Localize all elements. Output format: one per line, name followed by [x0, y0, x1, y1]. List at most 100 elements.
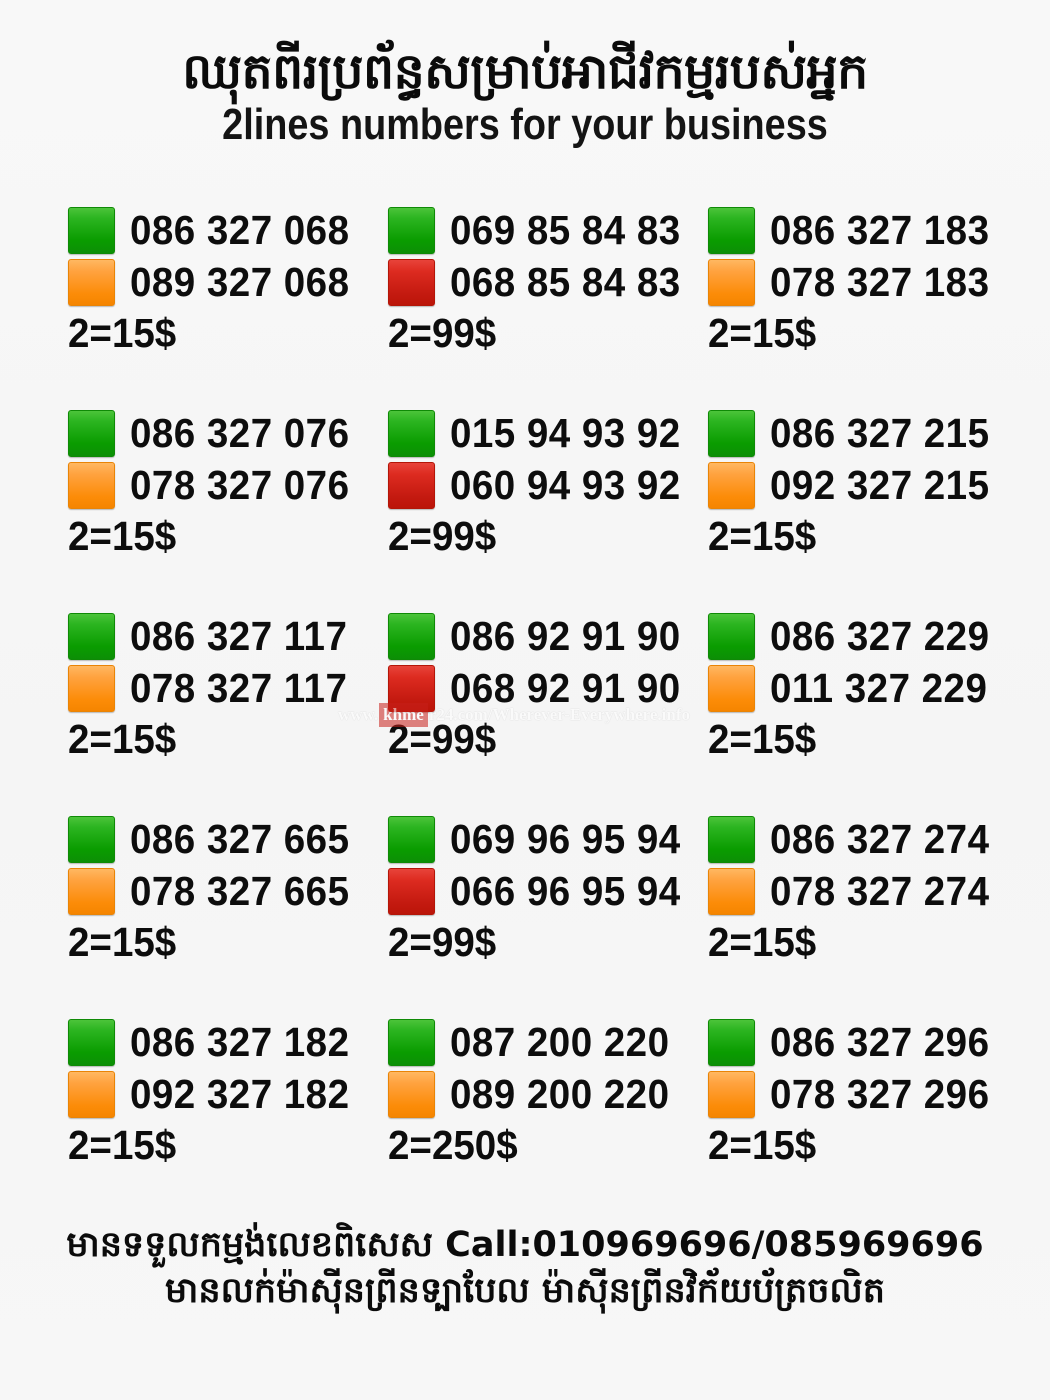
number-line: 060 94 93 92: [388, 460, 708, 510]
number-line: 011 327 229: [708, 663, 1028, 713]
number-package-cell: 086 327 068 089 327 068 2=15$: [68, 205, 388, 408]
phone-number: 086 327 215: [770, 409, 990, 456]
number-package-cell: 086 327 665 078 327 665 2=15$: [68, 814, 388, 1017]
phone-number: 078 327 274: [770, 867, 990, 914]
number-line: 066 96 95 94: [388, 866, 708, 916]
orange-swatch-icon: [708, 867, 755, 915]
phone-number: 078 327 183: [770, 258, 990, 305]
number-line: 068 92 91 90: [388, 663, 708, 713]
number-line: 068 85 84 83: [388, 257, 708, 307]
package-price: 2=99$: [388, 919, 497, 965]
number-line: 086 327 183: [708, 205, 1028, 255]
number-line: 089 200 220: [388, 1069, 708, 1119]
number-package-cell: 086 327 215 092 327 215 2=15$: [708, 408, 1028, 611]
phone-number: 086 327 183: [770, 206, 990, 253]
package-price: 2=15$: [708, 716, 817, 762]
package-price: 2=99$: [388, 513, 497, 559]
package-price: 2=99$: [388, 310, 497, 356]
package-price: 2=15$: [68, 310, 177, 356]
package-price: 2=15$: [708, 919, 817, 965]
orange-swatch-icon: [68, 867, 115, 915]
phone-number: 066 96 95 94: [450, 867, 681, 914]
phone-number: 086 327 117: [130, 612, 348, 659]
phone-number: 078 327 665: [130, 867, 350, 914]
orange-swatch-icon: [68, 461, 115, 509]
orange-swatch-icon: [708, 258, 755, 306]
number-line: 086 327 274: [708, 814, 1028, 864]
number-line: 092 327 182: [68, 1069, 388, 1119]
phone-number: 086 327 665: [130, 815, 350, 862]
number-package-cell: 086 327 229 011 327 229 2=15$: [708, 611, 1028, 814]
package-price: 2=250$: [388, 1122, 518, 1168]
number-line: 086 327 296: [708, 1017, 1028, 1067]
number-line: 086 327 215: [708, 408, 1028, 458]
phone-number: 078 327 117: [130, 664, 348, 711]
number-line: 086 327 117: [68, 611, 388, 661]
green-swatch-icon: [388, 206, 435, 254]
number-package-cell: 069 85 84 83 068 85 84 83 2=99$: [388, 205, 708, 408]
package-price: 2=15$: [68, 716, 177, 762]
red-swatch-icon: [388, 461, 435, 509]
number-line: 086 327 068: [68, 205, 388, 255]
green-swatch-icon: [388, 409, 435, 457]
phone-number: 068 92 91 90: [450, 664, 681, 711]
number-package-cell: 086 327 296 078 327 296 2=15$: [708, 1017, 1028, 1220]
number-line: 078 327 296: [708, 1069, 1028, 1119]
number-line: 092 327 215: [708, 460, 1028, 510]
phone-number: 086 327 296: [770, 1018, 990, 1065]
phone-number: 086 327 274: [770, 815, 990, 862]
orange-swatch-icon: [708, 461, 755, 509]
number-line: 069 96 95 94: [388, 814, 708, 864]
package-price: 2=15$: [68, 919, 177, 965]
phone-number: 086 92 91 90: [450, 612, 681, 659]
number-line: 078 327 117: [68, 663, 388, 713]
orange-swatch-icon: [68, 258, 115, 306]
package-price: 2=15$: [708, 513, 817, 559]
number-package-cell: 086 327 183 078 327 183 2=15$: [708, 205, 1028, 408]
number-line: 015 94 93 92: [388, 408, 708, 458]
phone-number: 078 327 296: [770, 1070, 990, 1117]
phone-number: 060 94 93 92: [450, 461, 681, 508]
footer-contact-line: មានទទួលកម្មង់លេខពិសេស Call:010969696/085…: [66, 1225, 984, 1265]
phone-number: 089 200 220: [450, 1070, 670, 1117]
phone-number: 086 327 182: [130, 1018, 350, 1065]
green-swatch-icon: [708, 1018, 755, 1066]
package-price: 2=15$: [708, 1122, 817, 1168]
phone-number: 068 85 84 83: [450, 258, 681, 305]
green-swatch-icon: [388, 815, 435, 863]
package-price: 2=15$: [68, 513, 177, 559]
phone-number: 069 96 95 94: [450, 815, 681, 862]
number-line: 086 327 182: [68, 1017, 388, 1067]
orange-swatch-icon: [68, 664, 115, 712]
green-swatch-icon: [388, 612, 435, 660]
package-price: 2=15$: [708, 310, 817, 356]
number-grid: 086 327 068 089 327 068 2=15$ 069 85 84 83 0…: [0, 205, 1050, 1220]
phone-number: 011 327 229: [770, 664, 988, 711]
red-swatch-icon: [388, 867, 435, 915]
phone-number: 078 327 076: [130, 461, 350, 508]
number-line: 089 327 068: [68, 257, 388, 307]
package-price: 2=15$: [68, 1122, 177, 1168]
orange-swatch-icon: [708, 1070, 755, 1118]
green-swatch-icon: [68, 1018, 115, 1066]
green-swatch-icon: [68, 409, 115, 457]
number-package-cell: 087 200 220 089 200 220 2=250$: [388, 1017, 708, 1220]
green-swatch-icon: [708, 206, 755, 254]
number-line: 078 327 665: [68, 866, 388, 916]
red-swatch-icon: [388, 664, 435, 712]
number-package-cell: 086 327 117 078 327 117 2=15$: [68, 611, 388, 814]
orange-swatch-icon: [68, 1070, 115, 1118]
phone-number: 092 327 215: [770, 461, 990, 508]
number-line: 087 200 220: [388, 1017, 708, 1067]
number-line: 069 85 84 83: [388, 205, 708, 255]
orange-swatch-icon: [388, 1070, 435, 1118]
phone-number: 086 327 229: [770, 612, 990, 659]
number-package-cell: 069 96 95 94 066 96 95 94 2=99$: [388, 814, 708, 1017]
phone-number: 087 200 220: [450, 1018, 670, 1065]
green-swatch-icon: [708, 409, 755, 457]
number-package-cell: 086 327 182 092 327 182 2=15$: [68, 1017, 388, 1220]
page-subtitle-english: 2lines numbers for your business: [222, 100, 828, 150]
green-swatch-icon: [388, 1018, 435, 1066]
package-price: 2=99$: [388, 716, 497, 762]
number-package-cell: 015 94 93 92 060 94 93 92 2=99$: [388, 408, 708, 611]
